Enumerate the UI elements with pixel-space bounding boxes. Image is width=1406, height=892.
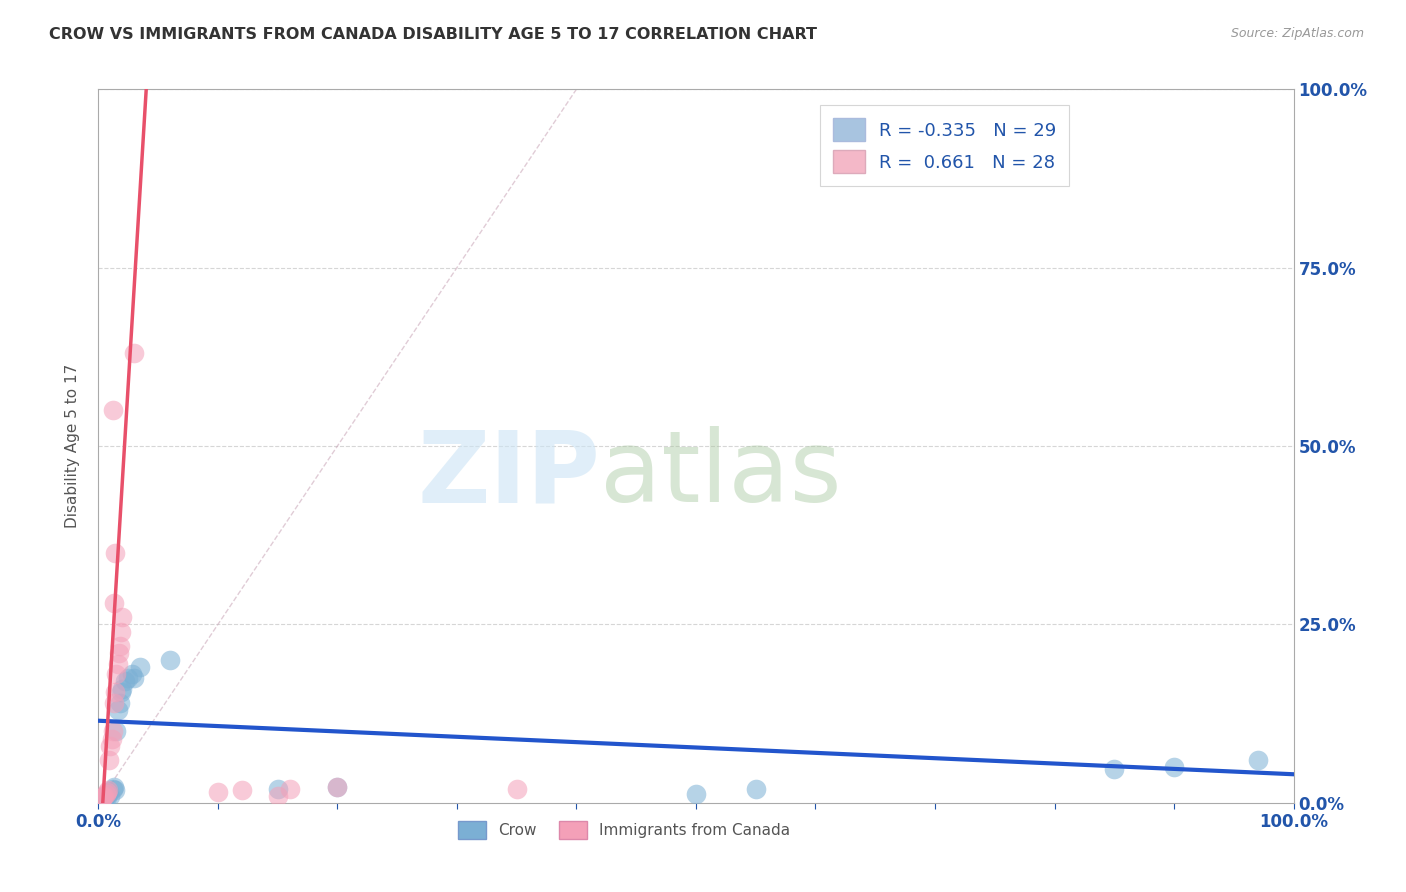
Point [1247, 753, 1270, 767]
Point [103, 696, 125, 710]
Text: ZIP: ZIP [418, 426, 600, 523]
Point [107, 703, 129, 717]
Point [1104, 762, 1126, 776]
Point [98, 739, 122, 753]
Legend: Crow, Immigrants from Canada: Crow, Immigrants from Canada [453, 815, 796, 845]
Point [267, 789, 290, 803]
Point [111, 681, 134, 696]
Point [91, 790, 114, 805]
Point [108, 696, 131, 710]
Point [97, 787, 120, 801]
Point [91, 790, 114, 805]
Point [685, 787, 707, 801]
Text: atlas: atlas [600, 426, 842, 523]
Point [105, 724, 128, 739]
Point [111, 610, 134, 624]
Y-axis label: Disability Age 5 to 17: Disability Age 5 to 17 [65, 364, 80, 528]
Point [100, 731, 122, 746]
Point [104, 783, 127, 797]
Text: CROW VS IMMIGRANTS FROM CANADA DISABILITY AGE 5 TO 17 CORRELATION CHART: CROW VS IMMIGRANTS FROM CANADA DISABILIT… [49, 27, 817, 42]
Point [98, 789, 122, 803]
Point [207, 785, 229, 799]
Point [101, 781, 124, 796]
Point [110, 624, 132, 639]
Point [121, 667, 143, 681]
Point [96, 785, 118, 799]
Point [93, 789, 115, 803]
Point [278, 781, 301, 796]
Point [98, 753, 121, 767]
Point [114, 674, 136, 689]
Point [103, 596, 125, 610]
Point [91, 792, 114, 806]
Point [326, 780, 349, 794]
Point [104, 685, 127, 699]
Point [94, 787, 117, 801]
Point [159, 653, 181, 667]
Point [745, 781, 768, 796]
Text: Source: ZipAtlas.com: Source: ZipAtlas.com [1230, 27, 1364, 40]
Point [326, 780, 349, 794]
Point [107, 646, 129, 660]
Point [101, 724, 124, 739]
Point [96, 790, 118, 805]
Point [108, 639, 131, 653]
Point [506, 781, 529, 796]
Point [94, 789, 117, 803]
Point [91, 792, 114, 806]
Point [110, 685, 132, 699]
Point [231, 783, 253, 797]
Point [267, 781, 290, 796]
Point [107, 657, 129, 671]
Point [98, 785, 121, 799]
Point [124, 346, 146, 360]
Point [124, 671, 146, 685]
Point [101, 403, 124, 417]
Point [117, 671, 139, 685]
Point [105, 667, 128, 681]
Point [97, 783, 120, 797]
Point [1163, 760, 1185, 774]
Point [104, 546, 127, 560]
Point [129, 660, 152, 674]
Point [103, 780, 125, 794]
Point [93, 794, 115, 808]
